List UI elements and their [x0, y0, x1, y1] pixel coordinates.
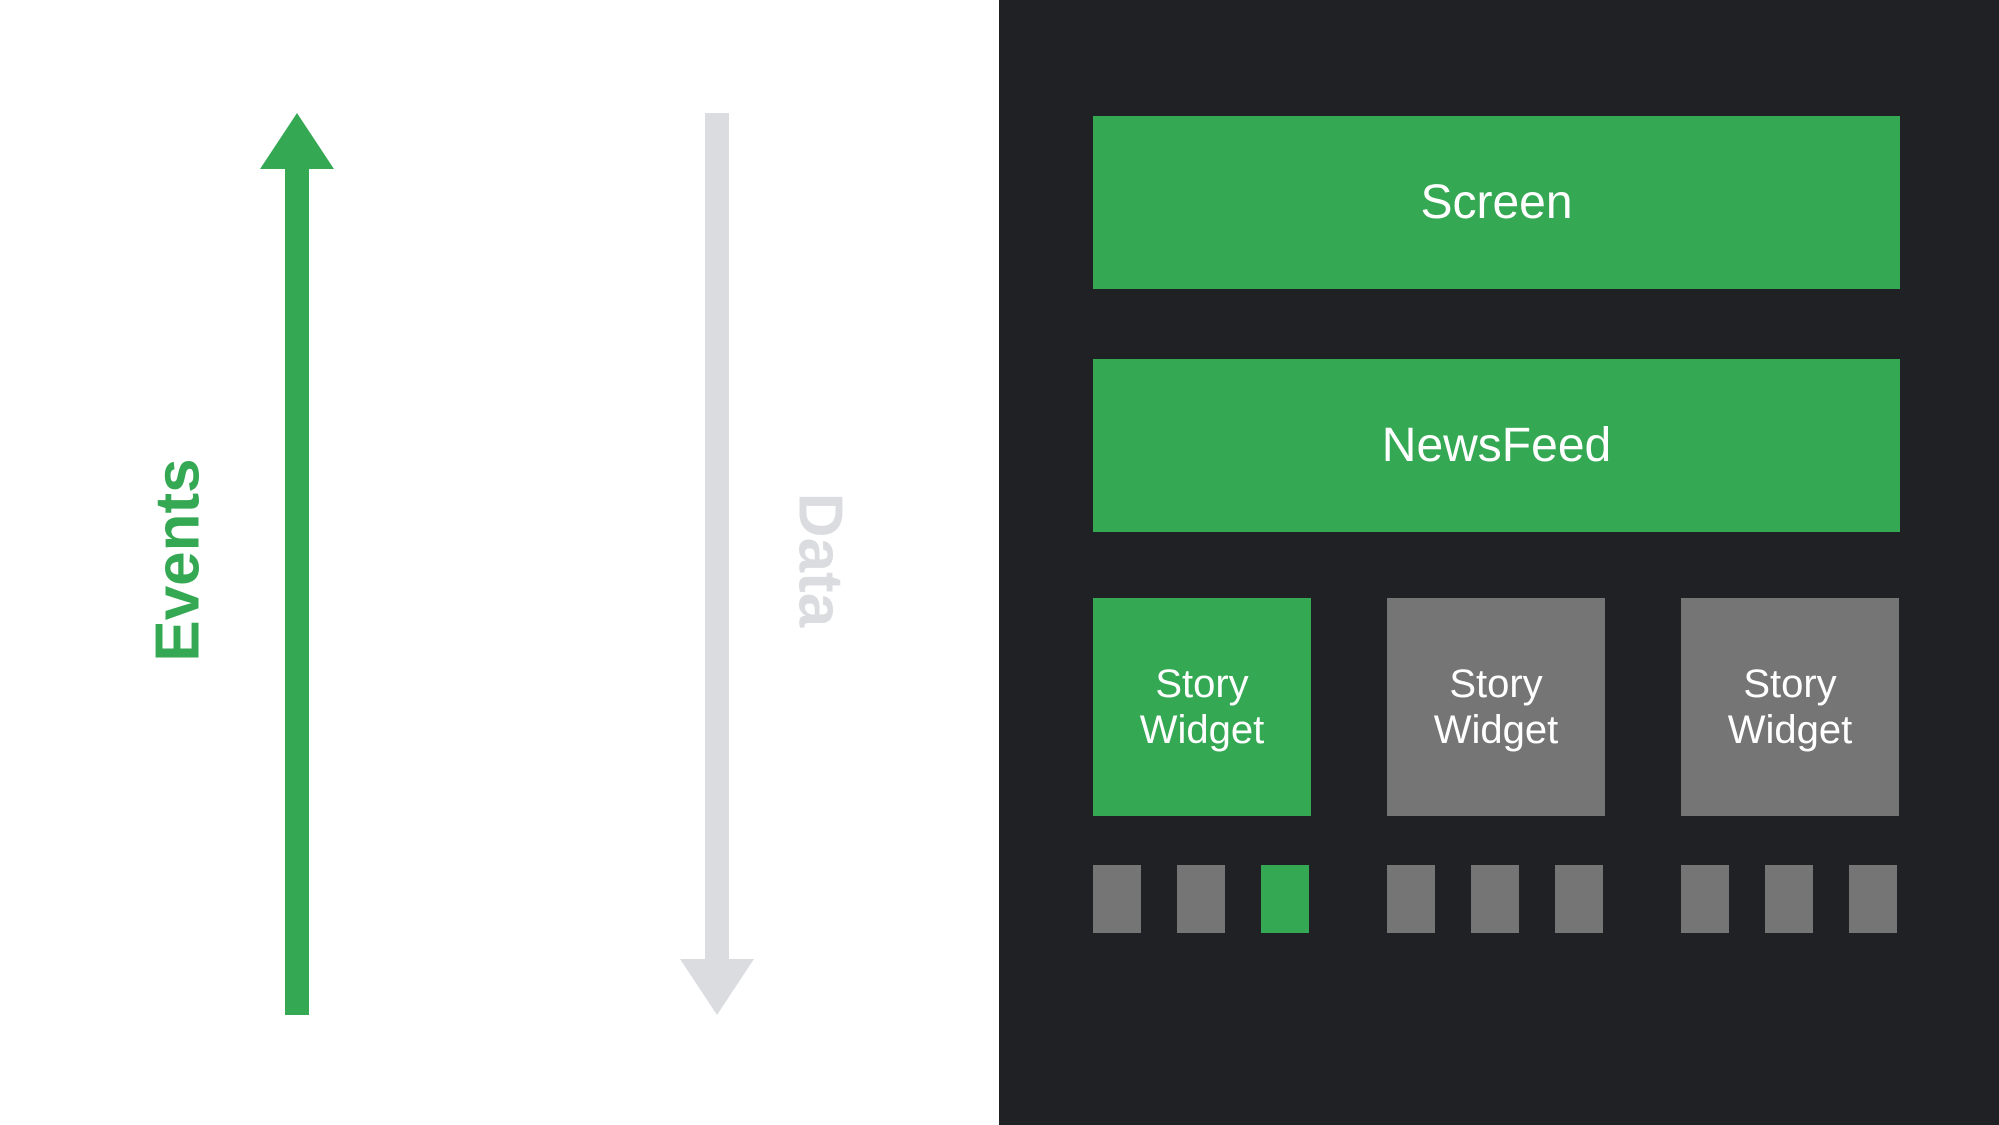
story-widget-box: Story Widget — [1681, 598, 1899, 816]
story-widget-label: Story Widget — [1140, 661, 1265, 753]
leaf-box — [1471, 865, 1519, 933]
screen-box: Screen — [1093, 116, 1900, 289]
story-widget-label: Story Widget — [1434, 661, 1559, 753]
right-panel: Screen NewsFeed Story Widget Story Widget… — [999, 0, 1999, 1125]
leaf-box — [1849, 865, 1897, 933]
arrow-up-icon — [260, 113, 334, 1015]
leaf-box — [1765, 865, 1813, 933]
story-widget-box: Story Widget — [1387, 598, 1605, 816]
leaf-box — [1261, 865, 1309, 933]
leaf-box — [1093, 865, 1141, 933]
leaf-box — [1387, 865, 1435, 933]
left-panel: Events Data — [0, 0, 999, 1125]
newsfeed-label: NewsFeed — [1382, 418, 1611, 473]
leaf-box — [1177, 865, 1225, 933]
newsfeed-box: NewsFeed — [1093, 359, 1900, 532]
leaf-box — [1681, 865, 1729, 933]
events-label: Events — [143, 458, 214, 661]
data-label: Data — [785, 493, 856, 627]
story-widget-label: Story Widget — [1728, 661, 1853, 753]
story-widget-box: Story Widget — [1093, 598, 1311, 816]
screen-label: Screen — [1420, 175, 1572, 230]
leaf-box — [1555, 865, 1603, 933]
arrow-down-icon — [680, 113, 754, 1015]
